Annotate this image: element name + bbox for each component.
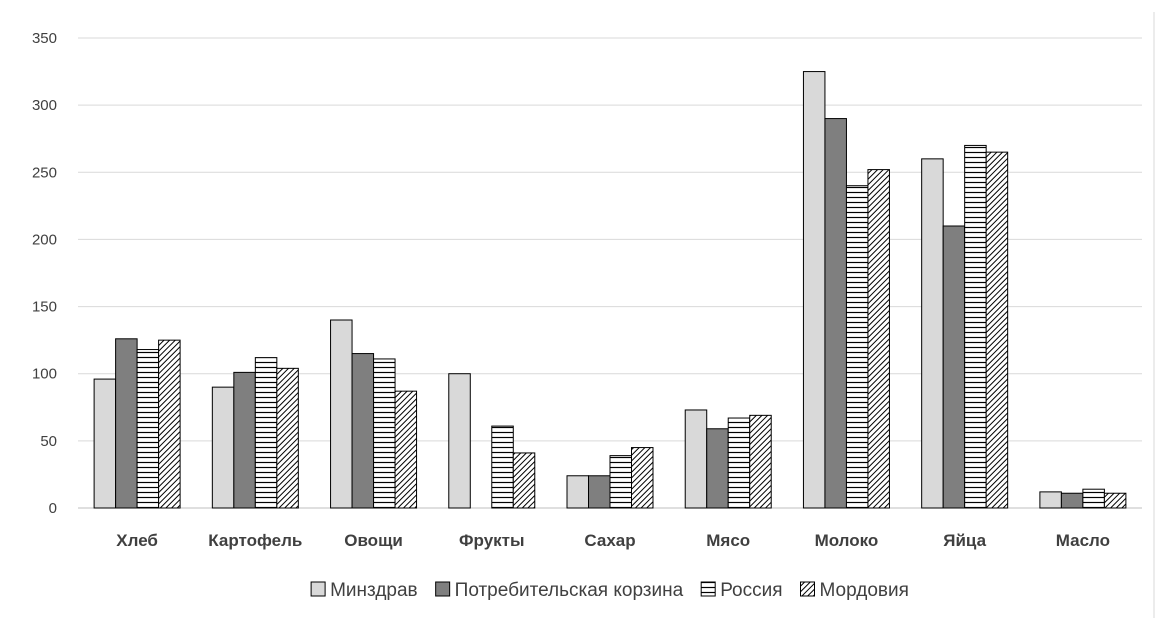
bar	[942, 225, 966, 509]
bar	[588, 475, 611, 509]
x-axis-categories: Хлеб Картофель Овощи Фрукты Сахар Мясо Молоко Я…	[116, 531, 1110, 550]
x-category-label: Овощи	[344, 531, 403, 550]
bar	[158, 339, 181, 509]
bar	[985, 151, 1009, 509]
y-tick-label: 50	[40, 433, 57, 450]
bar	[276, 367, 299, 509]
bar	[254, 357, 278, 509]
x-category-label: Хлеб	[116, 531, 158, 550]
bar	[1103, 492, 1127, 509]
x-category-label: Молоко	[815, 531, 879, 550]
bar	[1039, 491, 1062, 509]
y-axis-ticks: 0 50 100 150 200 250 300 350	[32, 30, 57, 517]
bar	[1082, 488, 1105, 509]
x-category-label: Фрукты	[459, 531, 524, 550]
bar	[964, 144, 987, 509]
bar	[1060, 492, 1084, 509]
legend-swatch	[435, 581, 451, 597]
bar	[448, 373, 471, 509]
bar	[351, 353, 375, 509]
bar	[115, 338, 138, 509]
y-tick-label: 200	[32, 231, 57, 248]
legend-label: Россия	[720, 580, 782, 601]
bar	[491, 425, 514, 509]
y-tick-label: 350	[32, 30, 57, 47]
bar	[233, 371, 256, 509]
legend: Минздрав Потребительская корзина Россия Мор…	[310, 580, 909, 601]
bar	[394, 390, 418, 509]
bar	[921, 158, 944, 509]
bar	[136, 349, 160, 509]
bar	[749, 414, 772, 509]
legend-label: Потребительская корзина	[455, 580, 684, 601]
bar	[631, 447, 654, 509]
bar	[566, 475, 589, 509]
bar	[93, 378, 117, 509]
bar	[727, 417, 751, 509]
bar	[845, 185, 869, 509]
legend-swatch	[310, 581, 326, 597]
bar	[512, 452, 536, 509]
bars	[93, 71, 1127, 509]
y-tick-label: 100	[32, 366, 57, 383]
legend-swatch	[700, 581, 716, 597]
y-tick-label: 0	[49, 500, 57, 517]
y-tick-label: 150	[32, 299, 57, 316]
x-category-label: Яйца	[943, 531, 986, 550]
y-tick-label: 300	[32, 97, 57, 114]
bar	[373, 358, 396, 509]
bar	[706, 428, 729, 509]
legend-label: Минздрав	[330, 580, 418, 601]
bar	[684, 409, 708, 509]
x-category-label: Мясо	[706, 531, 750, 550]
legend-swatch	[800, 581, 815, 597]
y-tick-label: 250	[32, 164, 57, 181]
bar	[867, 169, 890, 509]
bar	[802, 71, 826, 509]
x-category-label: Масло	[1056, 531, 1110, 550]
bar	[609, 455, 632, 509]
x-category-label: Сахар	[584, 531, 635, 550]
legend-label: Мордовия	[820, 580, 909, 601]
bar	[330, 319, 353, 509]
x-category-label: Картофель	[208, 531, 302, 550]
bar	[824, 118, 847, 509]
bar	[211, 386, 235, 509]
